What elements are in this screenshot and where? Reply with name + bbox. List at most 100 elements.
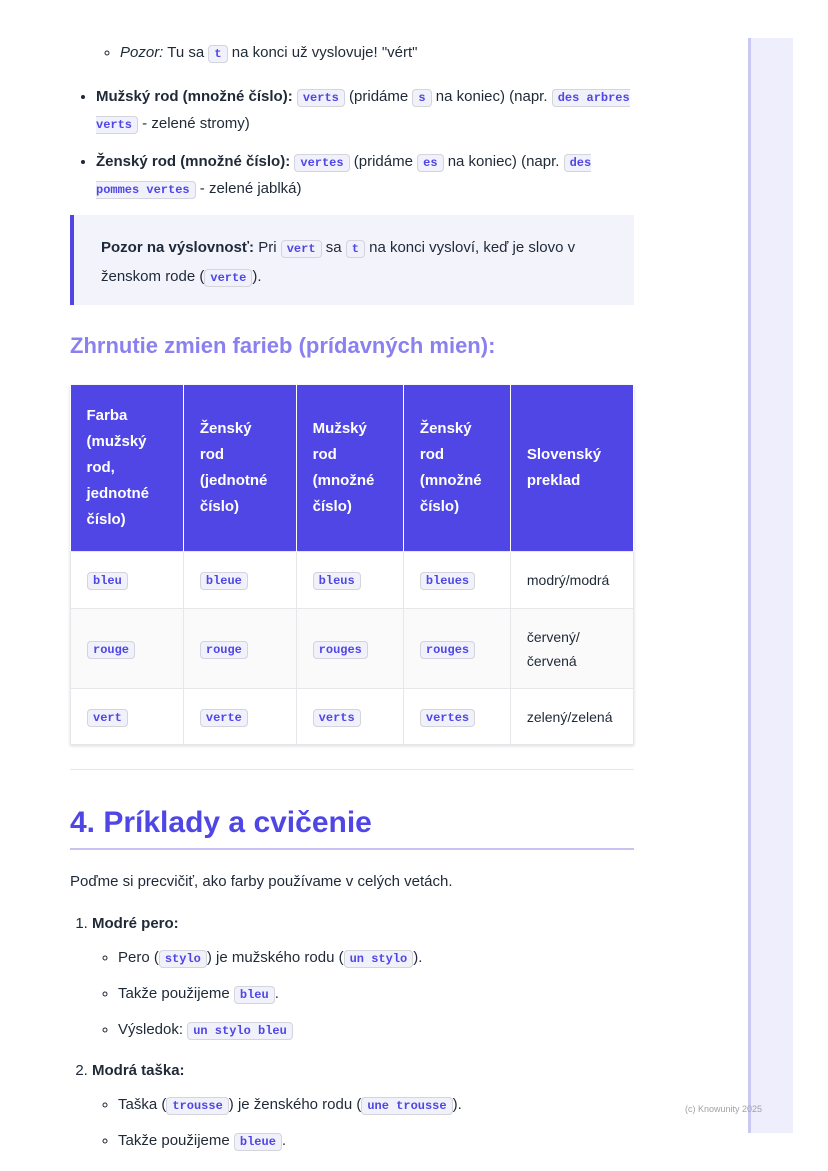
- inline-code: stylo: [158, 950, 207, 968]
- example-title: Modré pero:: [92, 915, 179, 932]
- inline-code: bleues: [419, 572, 476, 590]
- inline-code: verts: [296, 89, 345, 107]
- table-cell: rouges: [402, 608, 511, 689]
- table-cell: rouge: [70, 608, 184, 689]
- intro-list: Mužský rod (množné číslo): verts (pridám…: [70, 84, 634, 203]
- text-run: Pero (: [118, 949, 159, 966]
- table-cell: bleue: [182, 551, 297, 609]
- text-run: Pozor na výslovnosť:: [101, 239, 255, 256]
- example-sub-item: Taška (trousse) je ženského rodu (une tr…: [118, 1092, 634, 1119]
- table-header-cell: Ženský rod (jednotné číslo): [183, 385, 297, 552]
- example-sub-item: Výsledok: un stylo bleu: [118, 1017, 634, 1044]
- example-item: Modré pero: Pero (stylo) je mužského rodu…: [92, 911, 634, 1044]
- inline-code: bleue: [233, 1133, 282, 1151]
- example-sub-item: Pero (stylo) je mužského rodu (un stylo)…: [118, 945, 634, 972]
- sidebar: [748, 38, 793, 1133]
- table-cell: rouges: [295, 608, 404, 689]
- inline-code: rouge: [199, 640, 248, 659]
- text-run: ).: [252, 268, 262, 285]
- text-run: ) je ženského rodu (: [228, 1096, 362, 1113]
- inline-code: trousse: [166, 1097, 229, 1115]
- text-run: Takže použijeme: [118, 985, 234, 1002]
- inline-code: t: [345, 240, 365, 258]
- example-list: Modré pero: Pero (stylo) je mužského rodu…: [70, 911, 634, 1155]
- text-run: (pridáme: [344, 88, 413, 105]
- intro-sub-list: Pozor: Tu sa t na konci už vyslovuje! "v…: [70, 40, 634, 67]
- inline-code: verte: [204, 269, 253, 287]
- cell-text: červený/ červená: [526, 628, 580, 669]
- table-header-cell: Farba (mužský rod, jednotné číslo): [70, 385, 184, 552]
- list: Mužský rod (množné číslo): verts (pridám…: [70, 84, 634, 203]
- table-cell: rouge: [182, 608, 297, 689]
- cell-text: zelený/zelená: [526, 708, 613, 725]
- table-cell: verts: [295, 688, 404, 745]
- inline-code: un stylo bleu: [187, 1022, 293, 1040]
- section-heading: 4. Príklady a cvičenie: [70, 803, 634, 850]
- section-intro: Poďme si precvičiť, ako farby používame …: [70, 873, 453, 890]
- text-run: .: [281, 1132, 287, 1149]
- table-cell: zelený/zelená: [509, 688, 635, 745]
- text-run: Pri: [254, 239, 281, 256]
- example-sub-item: Takže použijeme bleue.: [118, 1128, 634, 1155]
- example-title: Modrá taška:: [92, 1062, 185, 1079]
- list-item: Ženský rod (množné číslo): vertes (pridá…: [96, 149, 634, 203]
- table-header-cell: Slovenský preklad: [510, 385, 635, 552]
- text-run: ).: [413, 949, 423, 966]
- inline-code: rouges: [419, 640, 476, 659]
- inline-code: verts: [312, 708, 361, 727]
- table-cell: červený/ červená: [509, 608, 635, 689]
- text-run: Takže použijeme: [118, 1132, 234, 1149]
- summary-heading: Zhrnutie zmien farieb (prídavných mien):: [70, 333, 496, 358]
- table-row: rouge rouge rouges rouges červený/ červená: [70, 608, 635, 689]
- inline-code: une trousse: [361, 1097, 453, 1115]
- table-row: vert verte verts vertes zelený/zelená: [70, 688, 635, 745]
- inline-code: vertes: [294, 154, 350, 172]
- text-run: Tu sa: [163, 44, 209, 61]
- list-item: Mužský rod (množné číslo): verts (pridám…: [96, 84, 634, 138]
- table-header-cell: Mužský rod (množné číslo): [296, 385, 404, 552]
- text-run: ).: [452, 1096, 462, 1113]
- table-cell: bleus: [295, 551, 404, 609]
- table-header-cell: Ženský rod (množné číslo): [403, 385, 511, 552]
- inline-code: bleus: [312, 572, 361, 590]
- inline-code: vert: [87, 708, 128, 727]
- inline-code: vertes: [419, 708, 476, 727]
- inline-code: t: [208, 45, 228, 63]
- text-run: Taška (: [118, 1096, 167, 1113]
- text-run: na konci vysloví, keď je slovo v ženskom…: [101, 239, 576, 285]
- text-run: Ženský rod (množné číslo):: [96, 153, 291, 170]
- inline-code: rouge: [87, 640, 136, 659]
- inline-code: vert: [280, 240, 322, 258]
- inline-code: s: [412, 89, 432, 107]
- text-run: - zelené stromy): [138, 115, 250, 132]
- table-cell: bleues: [402, 551, 511, 609]
- table-cell: vert: [70, 688, 184, 745]
- text-run: Výsledok:: [118, 1021, 188, 1038]
- table-header-row: Farba (mužský rod, jednotné číslo) Ženský…: [70, 385, 635, 552]
- text-run: - zelené jablká): [195, 180, 302, 197]
- table-cell: modrý/modrá: [509, 551, 635, 609]
- table-row: bleu bleue bleus bleues modrý/modrá: [70, 551, 635, 609]
- text-run: .: [274, 985, 279, 1002]
- inline-code: bleue: [199, 572, 248, 590]
- example-sub-list: Taška (trousse) je ženského rodu (une tr…: [92, 1092, 634, 1155]
- text-run: na koniec) (napr.: [431, 88, 552, 105]
- divider: [70, 769, 634, 770]
- table-cell: vertes: [402, 688, 511, 745]
- table-cell: verte: [182, 688, 297, 745]
- cell-text: modrý/modrá: [526, 572, 610, 588]
- table-body: bleu bleue bleus bleues modrý/modrá rouge roug…: [70, 551, 635, 745]
- text-run: (pridáme: [349, 153, 418, 170]
- list-item: Pozor: Tu sa t na konci už vyslovuje! "v…: [120, 40, 634, 67]
- table-cell: bleu: [70, 551, 184, 609]
- example-item: Modrá taška: Taška (trousse) je ženského …: [92, 1058, 634, 1155]
- inline-code: verte: [199, 708, 248, 727]
- inline-code: es: [417, 154, 444, 172]
- example-sub-item: Takže použijeme bleu.: [118, 981, 634, 1008]
- text-run: sa: [321, 239, 346, 256]
- footer: (c) Knowunity 2025: [685, 1104, 763, 1114]
- text-run: ) je mužského rodu (: [206, 949, 344, 966]
- note-box: Pozor na výslovnosť: Pri vert sa t na ko…: [70, 215, 634, 305]
